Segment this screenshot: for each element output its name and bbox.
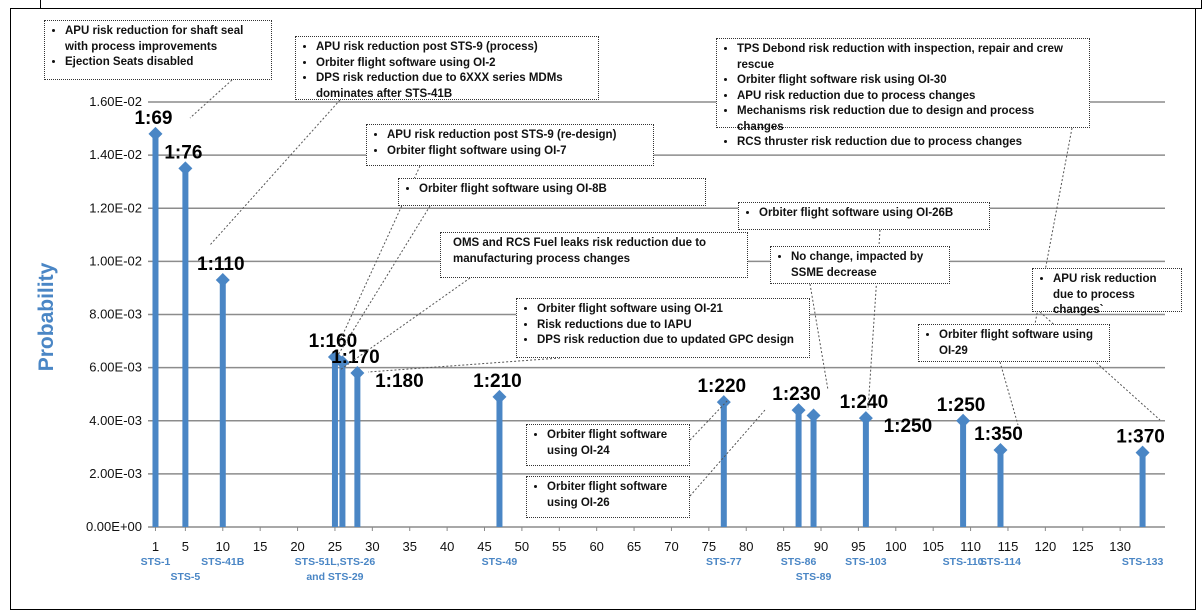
y-tick-label: 6.00E-03 <box>89 360 142 375</box>
x-tick-label: 80 <box>739 539 753 554</box>
data-label: 1:110 <box>197 254 245 275</box>
x-tick-label: 20 <box>290 539 304 554</box>
y-tick-label: 2.00E-03 <box>89 466 142 481</box>
data-point-marker <box>215 272 230 287</box>
data-point-marker <box>492 389 507 404</box>
data-point-marker <box>806 408 821 423</box>
callout-no-change: No change, impacted by SSME decrease <box>770 246 950 284</box>
x-tick-label: 130 <box>1109 539 1131 554</box>
callout-pointer <box>367 357 561 373</box>
data-label: 1:250 <box>937 395 986 416</box>
callout-apu-process: APU risk reduction due to process change… <box>1032 268 1182 316</box>
callout-pointer <box>337 205 431 356</box>
callout-sts9-redesign: APU risk reduction post STS-9 (re-design… <box>366 124 654 166</box>
data-point-marker <box>956 413 971 428</box>
x-tick-label: 15 <box>253 539 267 554</box>
x-tick-label: 1 <box>152 539 159 554</box>
callout-oi8b: Orbiter flight software using OI-8B <box>398 178 706 206</box>
y-tick-label: 4.00E-03 <box>89 413 142 428</box>
x-tick-label: 120 <box>1035 539 1057 554</box>
data-label: 1:370 <box>1116 427 1165 448</box>
flight-label: STS-49 <box>482 556 518 568</box>
flight-label: STS-89 <box>796 571 832 583</box>
x-tick-label: 95 <box>851 539 865 554</box>
data-label: 1:210 <box>473 371 522 392</box>
callout-pointer <box>999 361 1019 426</box>
data-label: 1:240 <box>840 392 889 413</box>
y-tick-label: 1.60E-02 <box>89 94 142 109</box>
y-tick-label: 8.00E-03 <box>89 307 142 322</box>
x-tick-label: 115 <box>998 539 1019 554</box>
flight-label: STS-103 <box>845 556 887 568</box>
callout-pointer <box>809 283 829 391</box>
flight-label: STS-133 <box>1122 556 1164 568</box>
callout-pointer <box>1039 311 1161 421</box>
callout-pointer <box>339 277 471 371</box>
flight-label: STS-110 <box>943 556 984 568</box>
callout-pointer <box>689 409 766 497</box>
data-point-marker <box>993 442 1008 457</box>
x-tick-label: 30 <box>365 539 379 554</box>
x-tick-label: 40 <box>440 539 454 554</box>
callout-pointer <box>209 99 341 246</box>
x-tick-label: 75 <box>702 539 716 554</box>
x-tick-label: 105 <box>922 539 944 554</box>
callout-oms-rcs-leaks: OMS and RCS Fuel leaks risk reduction du… <box>440 232 748 278</box>
data-label: 1:230 <box>772 384 821 405</box>
x-tick-label: 50 <box>515 539 529 554</box>
x-tick-label: 10 <box>216 539 230 554</box>
data-point-marker <box>148 126 163 141</box>
data-label: 1:170 <box>331 347 380 368</box>
x-tick-label: 25 <box>328 539 342 554</box>
flight-label: STS-5 <box>171 571 201 583</box>
callout-pointer <box>689 399 729 441</box>
x-tick-label: 60 <box>589 539 603 554</box>
flight-label: and STS-29 <box>306 571 363 583</box>
flight-label: STS-114 <box>980 556 1021 568</box>
callout-oi26b: Orbiter flight software using OI-26B <box>738 202 990 230</box>
data-label: 1:180 <box>375 371 424 392</box>
flight-label: STS-1 <box>141 556 171 568</box>
data-point-marker <box>858 411 873 426</box>
x-tick-label: 100 <box>885 539 907 554</box>
callout-apu-shaft-seal: APU risk reduction for shaft seal with p… <box>44 20 272 80</box>
data-point-marker <box>1135 445 1150 460</box>
data-point-marker <box>716 395 731 410</box>
x-tick-label: 45 <box>477 539 491 554</box>
x-tick-label: 55 <box>552 539 566 554</box>
flight-label: STS-86 <box>781 556 817 568</box>
y-tick-label: 1.20E-02 <box>89 200 142 215</box>
data-label: 1:69 <box>134 108 172 129</box>
callout-pointer <box>189 79 233 119</box>
x-tick-label: 35 <box>402 539 416 554</box>
data-label: 1:76 <box>164 142 202 163</box>
y-tick-label: 0.00E+00 <box>86 519 142 534</box>
x-tick-label: 85 <box>776 539 790 554</box>
callout-oi21: Orbiter flight software using OI-21Risk … <box>516 298 810 358</box>
y-axis-label: Probability <box>35 262 58 372</box>
data-label: 1:160 <box>309 331 358 352</box>
data-label: 1:350 <box>974 424 1023 445</box>
flight-label: STS-41B <box>201 556 245 568</box>
callout-oi29: Orbiter flight software using OI-29 <box>918 324 1110 362</box>
callout-oi24: Orbiter flight software using OI-24 <box>526 424 690 466</box>
data-point-marker <box>178 161 193 176</box>
x-tick-label: 90 <box>814 539 828 554</box>
callout-tps-debond: TPS Debond risk reduction with inspectio… <box>716 38 1090 148</box>
callout-sts9-process: APU risk reduction post STS-9 (process)O… <box>295 36 599 100</box>
x-tick-label: 70 <box>664 539 678 554</box>
data-label: 1:250 <box>884 416 933 437</box>
data-point-marker <box>350 365 365 380</box>
x-tick-label: 65 <box>627 539 641 554</box>
data-label: 1:220 <box>697 376 746 397</box>
flight-label: STS-77 <box>706 556 742 568</box>
data-point-marker <box>791 403 806 418</box>
x-tick-label: 110 <box>960 539 981 554</box>
y-tick-label: 1.40E-02 <box>89 147 142 162</box>
flight-label: STS-51L,STS-26 <box>295 556 376 568</box>
callout-oi26: Orbiter flight software using OI-26 <box>526 476 690 518</box>
y-tick-label: 1.00E-02 <box>89 253 142 268</box>
x-tick-label: 5 <box>182 539 189 554</box>
x-tick-label: 125 <box>1072 539 1094 554</box>
